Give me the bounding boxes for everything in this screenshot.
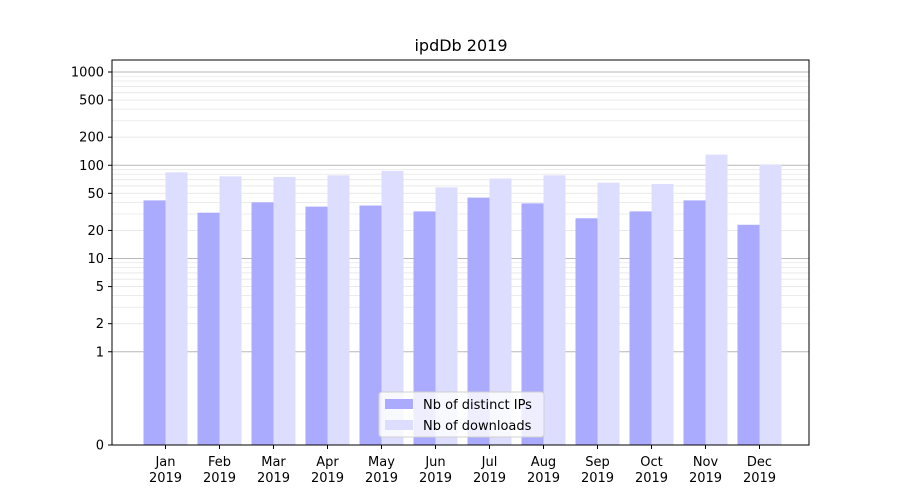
- x-tick-label-year: 2019: [635, 471, 668, 486]
- legend-swatch: [385, 420, 413, 430]
- y-tick-label: 0: [96, 439, 104, 454]
- legend: Nb of distinct IPs Nb of downloads: [378, 391, 545, 438]
- x-tick-label-year: 2019: [257, 471, 290, 486]
- x-tick-label-month: Nov: [693, 455, 719, 470]
- bars-layer: [143, 154, 782, 445]
- bar-downloads: [489, 178, 512, 445]
- legend-box: [378, 391, 545, 438]
- bar-distinct-ips: [197, 212, 220, 445]
- chart-title: ipdDb 2019: [414, 36, 507, 55]
- bar-downloads: [273, 176, 296, 445]
- legend-label: Nb of distinct IPs: [423, 398, 532, 413]
- y-tick-label: 200: [79, 131, 104, 146]
- bar-downloads: [651, 183, 674, 445]
- x-tick-label-month: Oct: [640, 455, 662, 470]
- y-tick-label: 5: [96, 280, 104, 295]
- x-tick-label-month: Dec: [747, 455, 772, 470]
- bar-downloads: [165, 172, 188, 445]
- x-tick-label-month: Jan: [154, 455, 175, 470]
- x-tick-label-year: 2019: [419, 471, 452, 486]
- y-tick-label: 10: [87, 252, 104, 267]
- bar-distinct-ips: [467, 197, 490, 445]
- y-tick-label: 500: [79, 94, 104, 109]
- x-tick-label-year: 2019: [149, 471, 182, 486]
- bar-downloads: [705, 154, 728, 445]
- x-tick-label-month: Apr: [316, 455, 339, 470]
- bar-downloads: [219, 176, 242, 445]
- x-tick-label-month: May: [368, 455, 395, 470]
- plot-frame: [111, 59, 810, 446]
- x-tick-label-year: 2019: [743, 471, 776, 486]
- x-tick-label-year: 2019: [581, 471, 614, 486]
- x-axis: Jan2019Feb2019Mar2019Apr2019May2019Jun20…: [149, 445, 776, 486]
- x-tick-label-month: Jun: [424, 455, 445, 470]
- bar-distinct-ips: [737, 224, 760, 445]
- bar-downloads: [381, 170, 404, 445]
- x-tick-label-month: Aug: [531, 455, 556, 470]
- bar-distinct-ips: [683, 200, 706, 445]
- bar-distinct-ips: [575, 218, 598, 445]
- y-tick-label: 2: [96, 317, 104, 332]
- bar-distinct-ips: [359, 205, 382, 445]
- bar-downloads: [327, 175, 350, 445]
- bar-distinct-ips: [251, 202, 274, 445]
- x-tick-label-year: 2019: [311, 471, 344, 486]
- x-tick-label-month: Mar: [261, 455, 286, 470]
- x-tick-label-month: Feb: [208, 455, 231, 470]
- y-tick-label: 20: [87, 224, 104, 239]
- x-tick-label-year: 2019: [527, 471, 560, 486]
- y-tick-label: 1: [96, 345, 104, 360]
- y-axis: 0 1 2 5 10 20 50 100 200 500 1000: [71, 66, 112, 454]
- x-tick-label-year: 2019: [203, 471, 236, 486]
- x-tick-label-year: 2019: [473, 471, 506, 486]
- x-tick-label-year: 2019: [365, 471, 398, 486]
- y-tick-label: 100: [79, 159, 104, 174]
- bar-downloads: [759, 164, 782, 445]
- legend-swatch: [385, 399, 413, 409]
- y-tick-label: 1000: [71, 66, 104, 81]
- bar-downloads: [597, 182, 620, 445]
- bar-distinct-ips: [413, 211, 436, 445]
- y-tick-label: 50: [87, 187, 104, 202]
- x-tick-label-month: Jul: [481, 455, 498, 470]
- bar-distinct-ips: [521, 203, 544, 445]
- x-tick-label-month: Sep: [585, 455, 610, 470]
- x-tick-label-year: 2019: [689, 471, 722, 486]
- bar-distinct-ips: [305, 206, 328, 445]
- bar-downloads: [435, 187, 458, 445]
- bar-distinct-ips: [143, 200, 166, 445]
- bar-distinct-ips: [629, 211, 652, 445]
- legend-label: Nb of downloads: [423, 419, 532, 434]
- bar-downloads: [543, 175, 566, 445]
